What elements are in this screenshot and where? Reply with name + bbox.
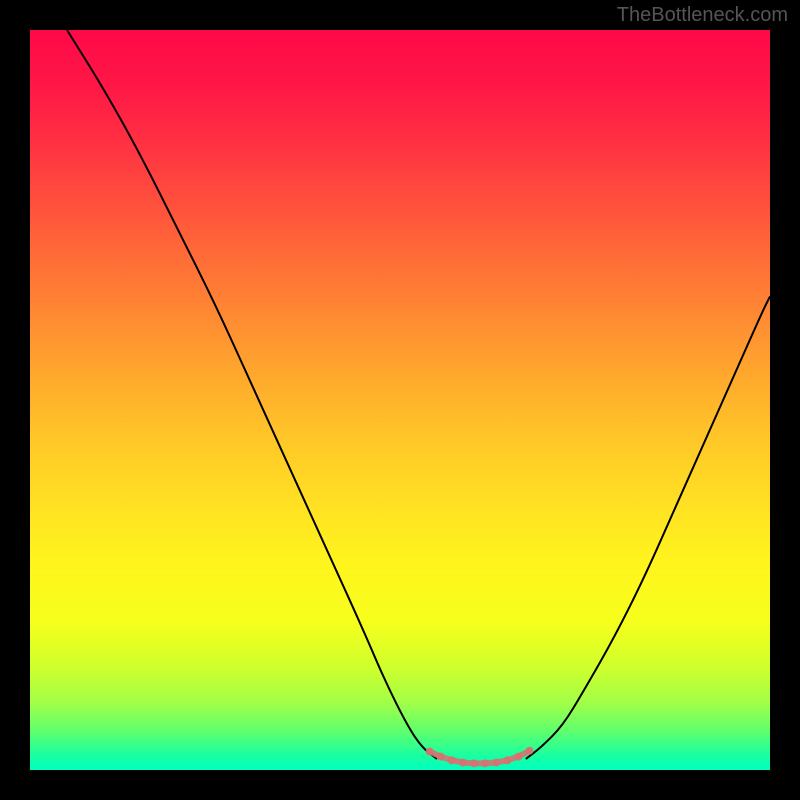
chart-plot-area	[30, 30, 770, 770]
watermark-text: TheBottleneck.com	[617, 4, 788, 27]
curve-left	[67, 30, 437, 759]
trough-highlight	[426, 747, 534, 768]
curve-right	[526, 296, 770, 759]
chart-curves	[30, 30, 770, 770]
